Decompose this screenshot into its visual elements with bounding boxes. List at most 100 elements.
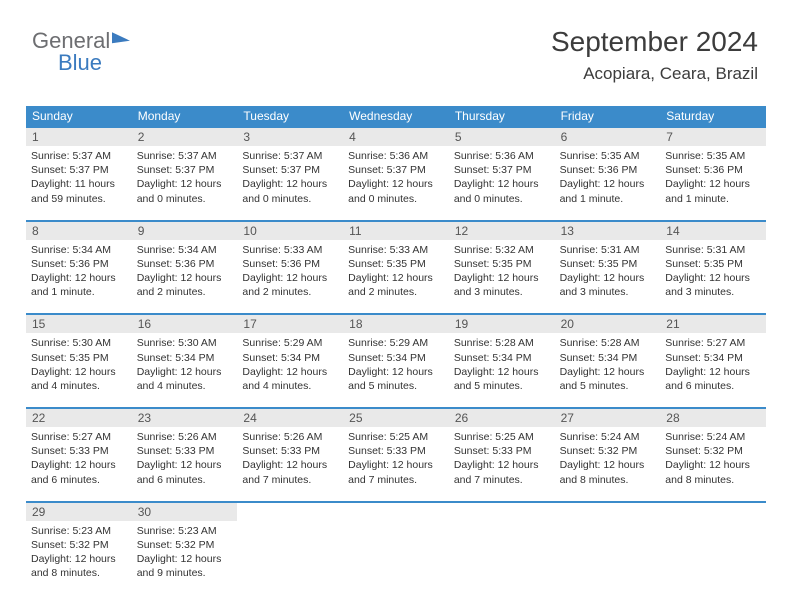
daylight-label: Daylight: <box>560 178 604 190</box>
daylight-label: Daylight: <box>31 553 75 565</box>
day-cell: 7Sunrise: 5:35 AMSunset: 5:36 PMDaylight… <box>660 128 766 212</box>
day-body: Sunrise: 5:37 AMSunset: 5:37 PMDaylight:… <box>26 146 132 212</box>
sunrise-value: 5:25 AM <box>495 431 534 443</box>
daylight-label: Daylight: <box>454 459 498 471</box>
day-body: Sunrise: 5:28 AMSunset: 5:34 PMDaylight:… <box>449 333 555 399</box>
sunset-label: Sunset: <box>137 258 176 270</box>
sunset-value: 5:34 PM <box>281 352 320 364</box>
location-subtitle: Acopiara, Ceara, Brazil <box>551 64 758 84</box>
sunrise-value: 5:30 AM <box>72 337 111 349</box>
sunrise-label: Sunrise: <box>137 337 178 349</box>
day-cell <box>237 503 343 587</box>
sunset-label: Sunset: <box>31 352 70 364</box>
week-row: 22Sunrise: 5:27 AMSunset: 5:33 PMDayligh… <box>26 407 766 493</box>
day-body: Sunrise: 5:37 AMSunset: 5:37 PMDaylight:… <box>237 146 343 212</box>
sunset-label: Sunset: <box>560 258 599 270</box>
sunset-value: 5:35 PM <box>387 258 426 270</box>
daylight-label: Daylight: <box>560 366 604 378</box>
sunset-label: Sunset: <box>560 164 599 176</box>
weekday-header-row: SundayMondayTuesdayWednesdayThursdayFrid… <box>26 106 766 126</box>
sunrise-label: Sunrise: <box>348 150 389 162</box>
weekday-header: Monday <box>132 106 238 126</box>
sunrise-label: Sunrise: <box>137 244 178 256</box>
sunrise-value: 5:31 AM <box>601 244 640 256</box>
sunrise-value: 5:34 AM <box>72 244 111 256</box>
sunset-value: 5:34 PM <box>492 352 531 364</box>
day-body: Sunrise: 5:30 AMSunset: 5:35 PMDaylight:… <box>26 333 132 399</box>
daylight-label: Daylight: <box>137 459 181 471</box>
day-cell: 22Sunrise: 5:27 AMSunset: 5:33 PMDayligh… <box>26 409 132 493</box>
day-number: 22 <box>26 409 132 427</box>
sunset-label: Sunset: <box>242 352 281 364</box>
day-number: 6 <box>555 128 661 146</box>
day-number: 20 <box>555 315 661 333</box>
day-number: 18 <box>343 315 449 333</box>
sunrise-label: Sunrise: <box>31 337 72 349</box>
day-number: 29 <box>26 503 132 521</box>
day-cell <box>449 503 555 587</box>
week-row: 29Sunrise: 5:23 AMSunset: 5:32 PMDayligh… <box>26 501 766 587</box>
sunrise-label: Sunrise: <box>31 525 72 537</box>
daylight-label: Daylight: <box>348 178 392 190</box>
sunrise-label: Sunrise: <box>348 337 389 349</box>
sunrise-value: 5:37 AM <box>178 150 217 162</box>
brand-logo: General Blue <box>32 28 130 76</box>
sunset-label: Sunset: <box>454 164 493 176</box>
day-cell: 25Sunrise: 5:25 AMSunset: 5:33 PMDayligh… <box>343 409 449 493</box>
daylight-label: Daylight: <box>560 272 604 284</box>
sunset-value: 5:35 PM <box>598 258 637 270</box>
day-cell: 12Sunrise: 5:32 AMSunset: 5:35 PMDayligh… <box>449 222 555 306</box>
sunrise-value: 5:37 AM <box>72 150 111 162</box>
daylight-label: Daylight: <box>454 366 498 378</box>
sunset-value: 5:36 PM <box>281 258 320 270</box>
day-cell: 20Sunrise: 5:28 AMSunset: 5:34 PMDayligh… <box>555 315 661 399</box>
sunrise-label: Sunrise: <box>242 337 283 349</box>
sunset-label: Sunset: <box>31 164 70 176</box>
daylight-label: Daylight: <box>348 272 392 284</box>
weekday-header: Friday <box>555 106 661 126</box>
sunrise-label: Sunrise: <box>137 431 178 443</box>
day-body: Sunrise: 5:23 AMSunset: 5:32 PMDaylight:… <box>26 521 132 587</box>
sunset-label: Sunset: <box>348 352 387 364</box>
day-body: Sunrise: 5:32 AMSunset: 5:35 PMDaylight:… <box>449 240 555 306</box>
day-cell: 10Sunrise: 5:33 AMSunset: 5:36 PMDayligh… <box>237 222 343 306</box>
day-cell: 26Sunrise: 5:25 AMSunset: 5:33 PMDayligh… <box>449 409 555 493</box>
day-cell: 17Sunrise: 5:29 AMSunset: 5:34 PMDayligh… <box>237 315 343 399</box>
day-cell: 8Sunrise: 5:34 AMSunset: 5:36 PMDaylight… <box>26 222 132 306</box>
sunset-value: 5:34 PM <box>704 352 743 364</box>
sunrise-label: Sunrise: <box>242 431 283 443</box>
sunrise-value: 5:29 AM <box>284 337 323 349</box>
header-block: September 2024 Acopiara, Ceara, Brazil <box>551 26 758 84</box>
sunrise-label: Sunrise: <box>665 337 706 349</box>
sunset-label: Sunset: <box>31 445 70 457</box>
sunset-label: Sunset: <box>348 258 387 270</box>
day-cell: 29Sunrise: 5:23 AMSunset: 5:32 PMDayligh… <box>26 503 132 587</box>
daylight-label: Daylight: <box>242 178 286 190</box>
sunrise-label: Sunrise: <box>665 244 706 256</box>
sunset-label: Sunset: <box>31 539 70 551</box>
week-row: 1Sunrise: 5:37 AMSunset: 5:37 PMDaylight… <box>26 126 766 212</box>
sunset-value: 5:32 PM <box>175 539 214 551</box>
daylight-label: Daylight: <box>137 553 181 565</box>
sunrise-value: 5:31 AM <box>707 244 746 256</box>
sunrise-value: 5:28 AM <box>495 337 534 349</box>
day-body: Sunrise: 5:23 AMSunset: 5:32 PMDaylight:… <box>132 521 238 587</box>
sunset-value: 5:33 PM <box>492 445 531 457</box>
week-row: 15Sunrise: 5:30 AMSunset: 5:35 PMDayligh… <box>26 313 766 399</box>
day-number: 23 <box>132 409 238 427</box>
sunrise-value: 5:29 AM <box>390 337 429 349</box>
sunset-label: Sunset: <box>665 445 704 457</box>
day-body: Sunrise: 5:29 AMSunset: 5:34 PMDaylight:… <box>343 333 449 399</box>
sunset-value: 5:33 PM <box>281 445 320 457</box>
sunset-label: Sunset: <box>560 445 599 457</box>
sunrise-label: Sunrise: <box>454 431 495 443</box>
sunset-value: 5:36 PM <box>598 164 637 176</box>
day-number: 7 <box>660 128 766 146</box>
day-cell <box>343 503 449 587</box>
sunset-label: Sunset: <box>560 352 599 364</box>
sunset-value: 5:36 PM <box>704 164 743 176</box>
daylight-label: Daylight: <box>454 272 498 284</box>
sunset-label: Sunset: <box>137 445 176 457</box>
day-cell: 5Sunrise: 5:36 AMSunset: 5:37 PMDaylight… <box>449 128 555 212</box>
day-number: 12 <box>449 222 555 240</box>
